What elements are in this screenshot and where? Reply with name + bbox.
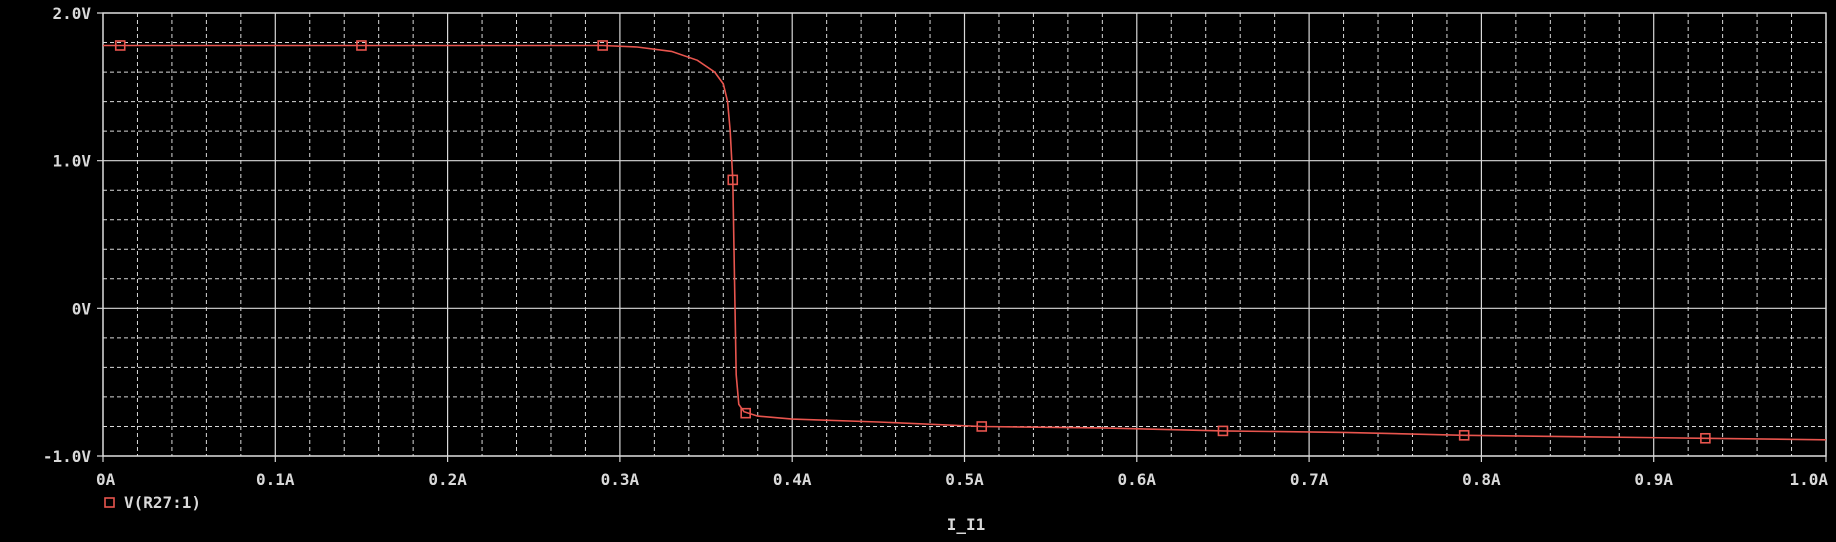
series-marker	[114, 40, 126, 51]
y-tick-labels: 2.0V 1.0V 0V -1.0V	[43, 4, 92, 466]
y-tick-label: 2.0V	[52, 4, 91, 23]
series-marker	[597, 40, 608, 51]
plot-frame	[102, 12, 1827, 457]
series-marker	[1700, 432, 1711, 444]
y-tick-label: 0V	[72, 299, 92, 318]
x-tick-label: 0.8A	[1462, 470, 1501, 489]
x-tick-label: 0.2A	[428, 470, 467, 489]
y-tick-label: -1.0V	[43, 447, 92, 466]
x-tick-label: 0.3A	[601, 470, 640, 489]
series-marker	[976, 421, 988, 432]
x-tick-label: 0A	[96, 470, 116, 489]
legend-marker-square-icon	[104, 497, 115, 508]
major-gridlines	[97, 12, 1827, 462]
series-marker	[1217, 425, 1229, 437]
series-marker	[1458, 430, 1470, 441]
x-tick-label: 0.1A	[256, 470, 295, 489]
x-tick-label: 0.7A	[1290, 470, 1329, 489]
x-tick-label: 0.4A	[773, 470, 812, 489]
series-marker	[727, 174, 739, 186]
legend: V(R27:1)	[104, 493, 201, 512]
x-tick-label: 0.6A	[1118, 470, 1157, 489]
x-tick-label: 0.9A	[1634, 470, 1673, 489]
y-tick-label: 1.0V	[52, 152, 91, 171]
series-markers	[114, 40, 1711, 444]
series-marker	[740, 407, 751, 419]
series-line-v-r27-1	[103, 44, 1827, 441]
legend-label: V(R27:1)	[124, 493, 201, 512]
x-tick-label: 1.0A	[1789, 470, 1828, 489]
series-marker	[356, 40, 367, 51]
x-axis-title: I_I1	[947, 515, 986, 534]
x-tick-label: 0.5A	[945, 470, 984, 489]
x-tick-labels: 0A 0.1A 0.2A 0.3A 0.4A 0.5A 0.6A 0.7A 0.8A 0.9A 1.…	[96, 470, 1828, 489]
